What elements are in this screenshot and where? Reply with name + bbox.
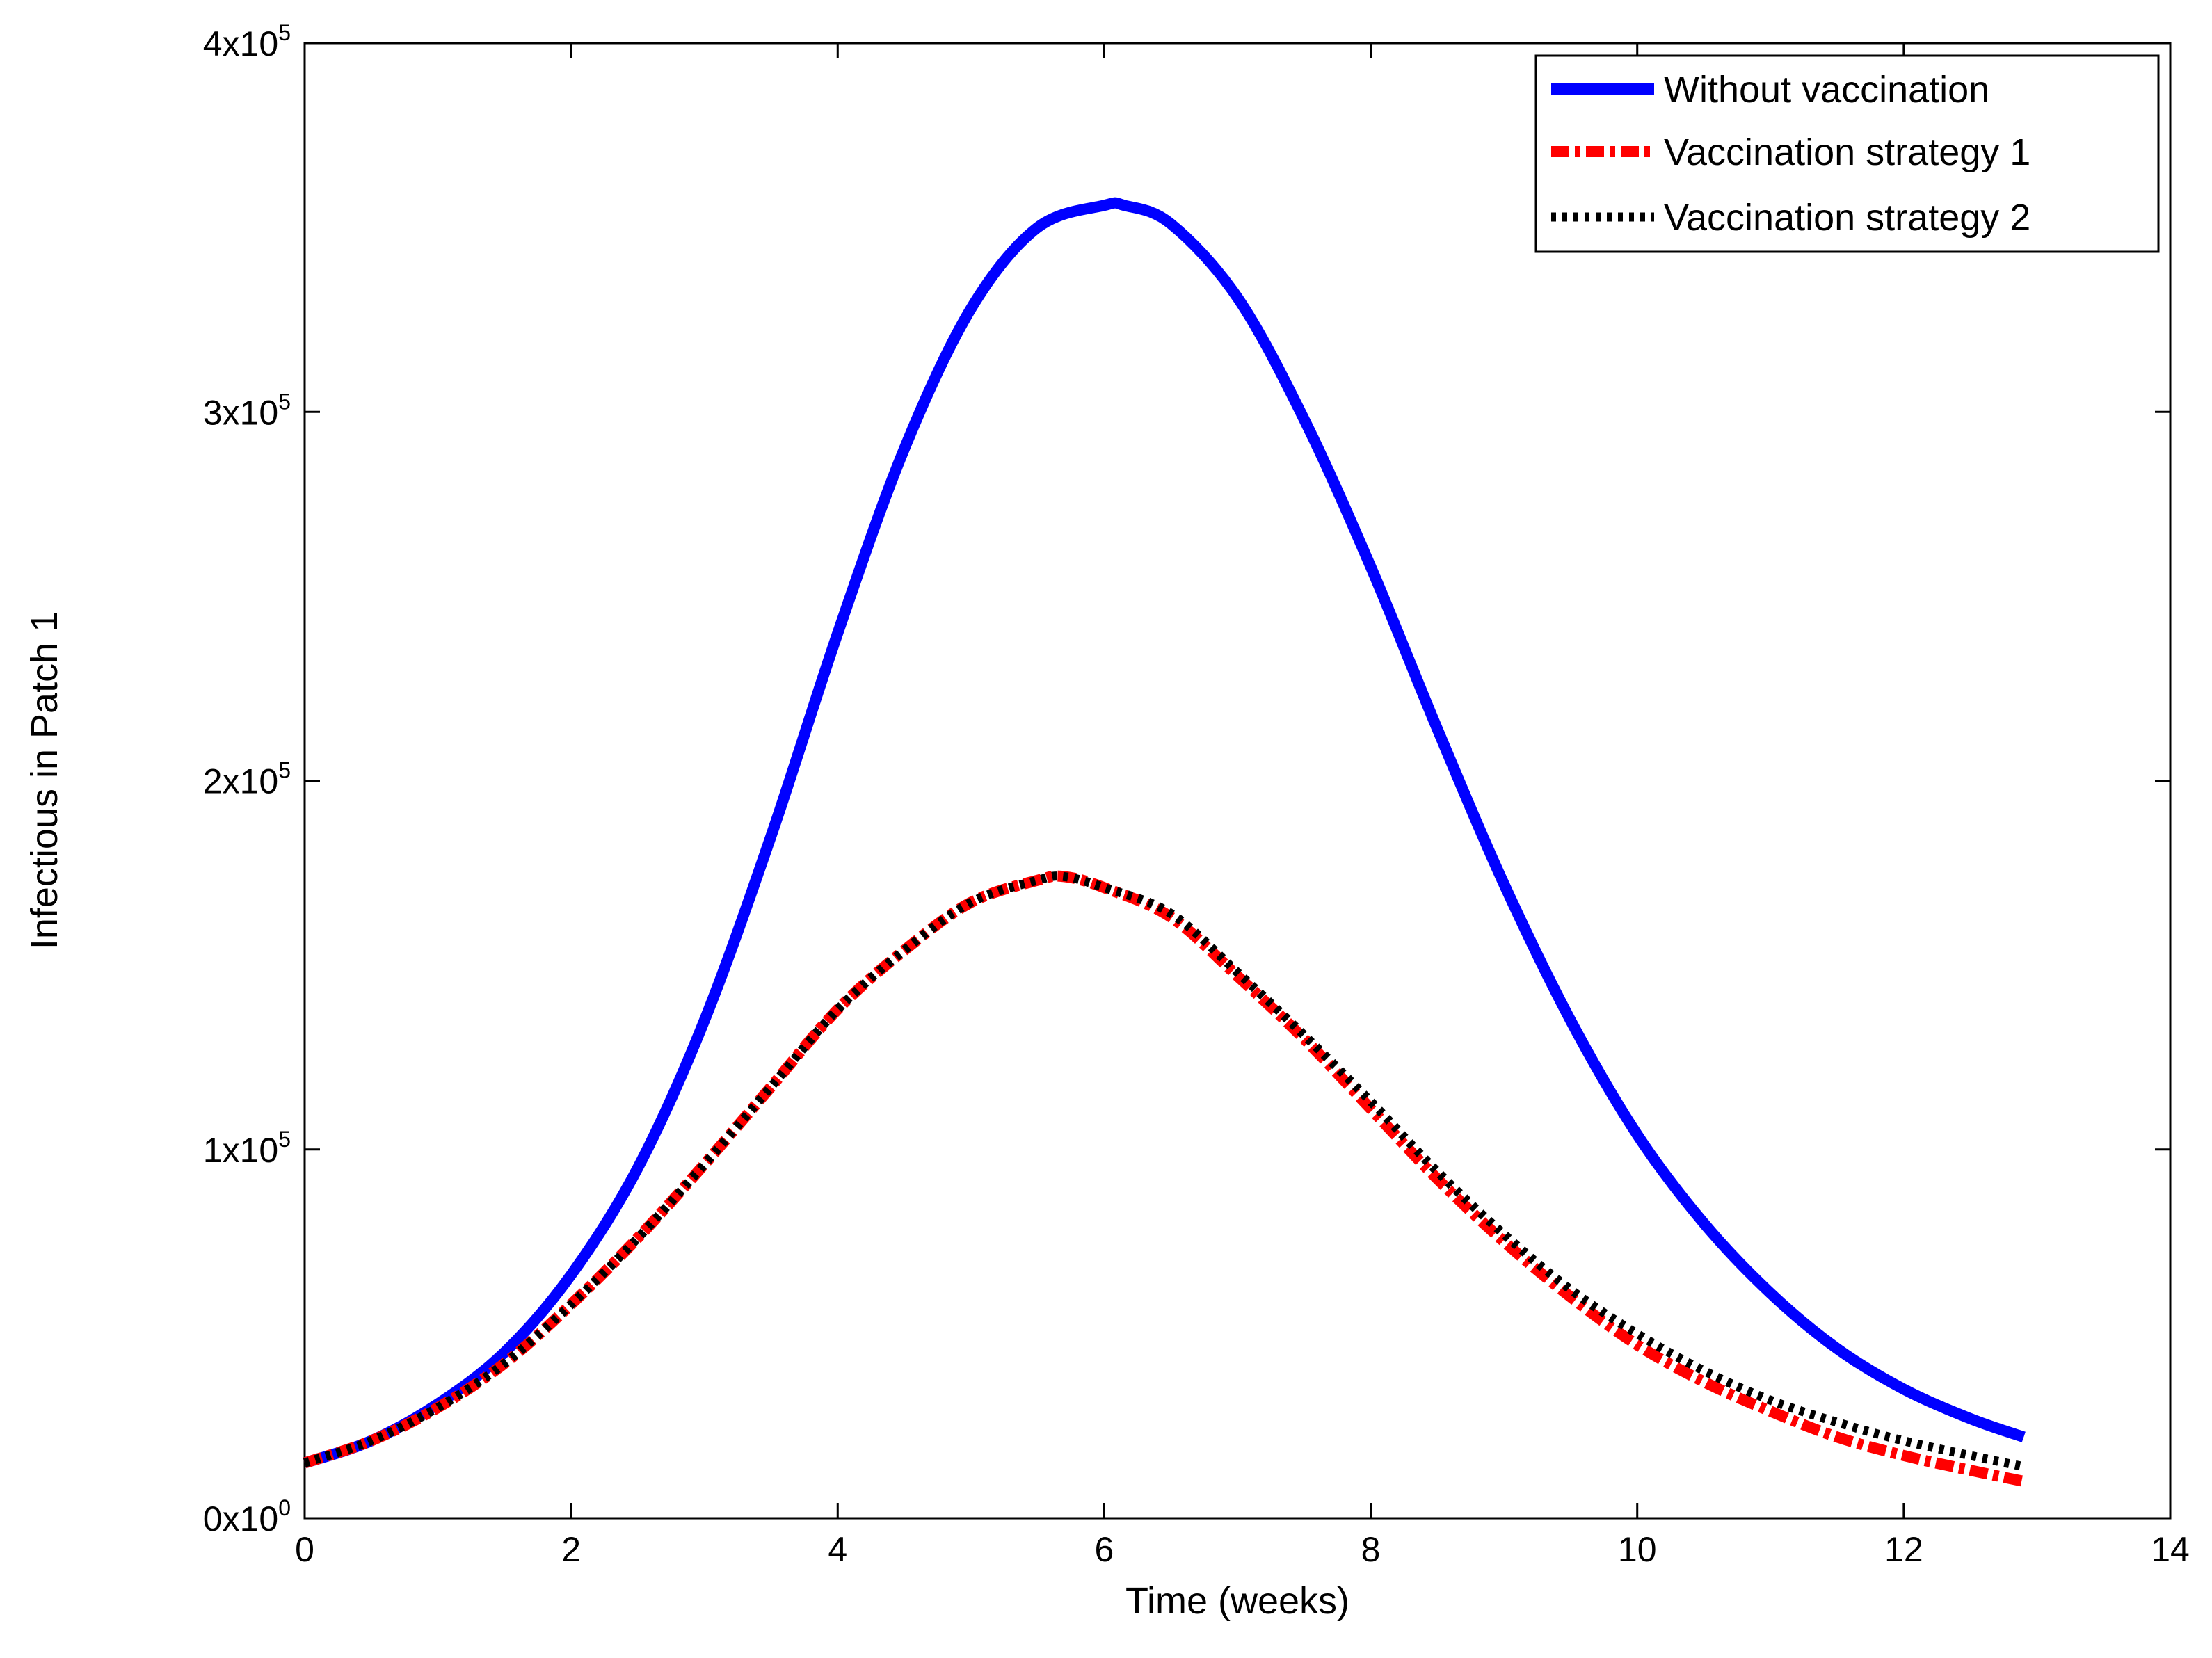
y-tick-label: 0x100 — [203, 1495, 291, 1538]
x-tick-label: 4 — [828, 1530, 847, 1569]
series-line-without-vaccination — [303, 197, 2026, 1469]
x-tick-label: 0 — [295, 1530, 314, 1569]
legend-box — [1534, 54, 2160, 253]
series-lines — [303, 197, 2026, 1487]
legend-label-vaccination-strategy-2: Vaccination strategy 2 — [1664, 197, 2030, 239]
legend: Without vaccination Vaccination strategy… — [1534, 54, 2160, 253]
legend-label-without-vaccination: Without vaccination — [1664, 69, 1989, 111]
series-line-vaccination-strategy-1 — [303, 870, 2025, 1487]
x-tick-label: 6 — [1095, 1530, 1114, 1569]
y-tick-label: 2x105 — [203, 758, 291, 801]
y-tick-label: 1x105 — [203, 1127, 291, 1170]
y-tick-label: 3x105 — [203, 389, 291, 432]
x-tick-label: 12 — [1884, 1530, 1923, 1569]
x-tick-label: 8 — [1361, 1530, 1381, 1569]
series-line-vaccination-strategy-2 — [303, 871, 2025, 1472]
x-tick-label: 2 — [561, 1530, 581, 1569]
x-axis-title: Time (weeks) — [1125, 1580, 1349, 1622]
x-tick-label: 10 — [1618, 1530, 1657, 1569]
y-tick-label: 4x105 — [203, 20, 291, 63]
x-tick-label: 14 — [2151, 1530, 2190, 1569]
y-axis-title: Infectious in Patch 1 — [24, 611, 65, 949]
legend-label-vaccination-strategy-1: Vaccination strategy 1 — [1664, 131, 2030, 173]
axis-ticks: 0 2 4 6 8 10 12 14 0x100 1x105 2x105 3x105 4x105 — [203, 20, 2190, 1569]
